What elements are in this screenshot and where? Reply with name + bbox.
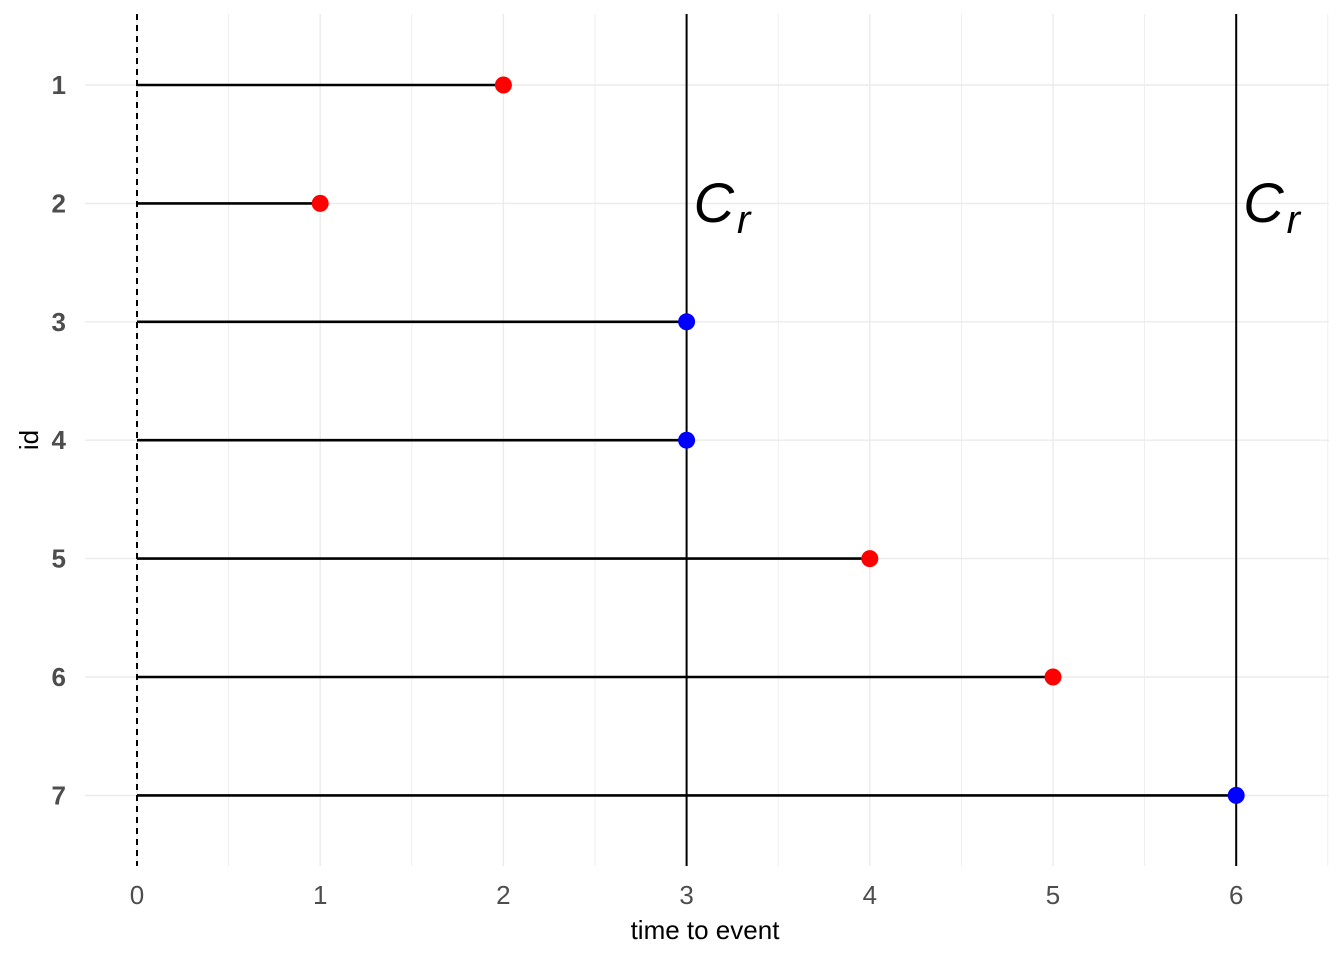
x-tick-label: 1 (313, 880, 327, 910)
point-id-4-censored (678, 431, 696, 449)
point-id-7-censored (1227, 786, 1245, 804)
x-axis-title: time to event (631, 915, 781, 945)
y-tick-label: 4 (52, 425, 67, 455)
y-axis-title: id (14, 430, 44, 450)
point-id-1-event (494, 76, 512, 94)
y-tick-label: 2 (52, 188, 66, 218)
point-id-5-event (861, 550, 879, 568)
y-tick-label: 7 (52, 780, 66, 810)
point-id-3-censored (678, 313, 696, 331)
y-tick-label: 3 (52, 307, 66, 337)
reference-line-label: Cr (694, 171, 752, 242)
x-tick-label: 0 (130, 880, 144, 910)
x-tick-label: 2 (496, 880, 510, 910)
y-axis-ticks: 1 2 3 4 5 6 7 (52, 70, 67, 810)
y-tick-label: 5 (52, 544, 66, 574)
point-id-6-event (1044, 668, 1062, 686)
x-tick-label: 6 (1229, 880, 1243, 910)
reference-line-label: Cr (1243, 171, 1301, 242)
y-tick-label: 6 (52, 662, 66, 692)
end-points (311, 76, 1245, 804)
x-tick-label: 3 (679, 880, 693, 910)
follow-up-segments (137, 83, 1237, 797)
x-axis-ticks: 0 1 2 3 4 5 6 (130, 880, 1244, 910)
x-tick-label: 4 (863, 880, 877, 910)
point-id-2-event (311, 194, 329, 212)
x-tick-label: 5 (1046, 880, 1060, 910)
y-tick-label: 1 (52, 70, 66, 100)
